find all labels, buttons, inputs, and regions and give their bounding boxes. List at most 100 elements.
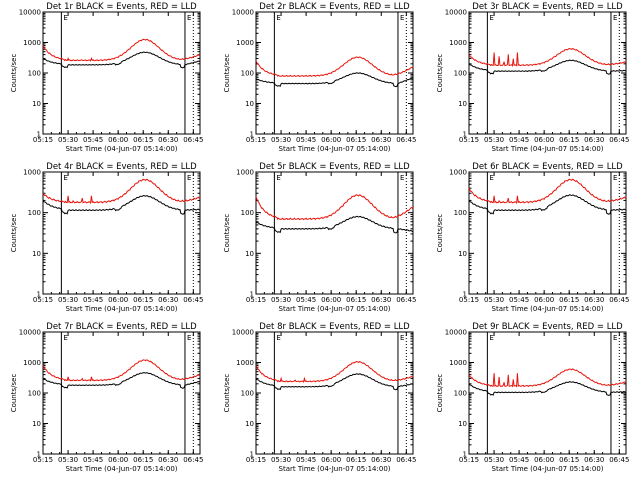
plot-frame (255, 331, 414, 455)
lld-series-line (42, 359, 201, 382)
x-tick-label: 06:00 (108, 136, 128, 144)
x-tick-label: 05:30 (271, 456, 291, 464)
y-tick-label: 1000 (236, 169, 254, 177)
y-axis-label: Counts/sec (436, 374, 444, 413)
lld-series-line (468, 368, 627, 388)
marker-flag: E (187, 14, 191, 22)
y-tick-label: 10 (245, 250, 254, 258)
plot-frame (255, 171, 414, 295)
events-series-line (468, 59, 626, 75)
x-tick-label: 05:15 (33, 296, 53, 304)
x-tick-label: 05:45 (296, 456, 316, 464)
x-tick-label: 06:15 (559, 296, 579, 304)
y-tick-label: 10000 (232, 329, 254, 337)
x-axis-label: Start Time (04-Jun-07 05:14:00) (492, 465, 604, 473)
x-tick-label: 05:15 (246, 136, 266, 144)
x-tick-label: 06:45 (396, 456, 416, 464)
events-series-line (42, 194, 201, 215)
y-tick-label: 10 (245, 420, 254, 428)
panel-title: Det 2r BLACK = Events, RED = LLD (259, 2, 410, 12)
marker-flag: E (63, 334, 67, 342)
plot-frame (42, 171, 201, 295)
y-tick-label: 100 (241, 70, 254, 78)
y-tick-label: 100 (28, 390, 41, 398)
marker-flag: E (400, 174, 404, 182)
x-tick-label: 05:30 (58, 296, 78, 304)
x-tick-label: 06:45 (183, 296, 203, 304)
x-axis-label: Start Time (04-Jun-07 05:14:00) (279, 465, 391, 473)
y-tick-label: 10000 (445, 9, 467, 17)
lld-series-line (468, 47, 627, 67)
y-tick-label: 1 (37, 451, 41, 459)
x-tick-label: 06:15 (346, 296, 366, 304)
y-tick-label: 100 (241, 209, 254, 217)
x-tick-label: 05:15 (459, 456, 479, 464)
plot-frame (255, 11, 414, 135)
y-tick-label: 1 (37, 131, 41, 139)
marker-flag: E (400, 334, 404, 342)
x-tick-label: 05:30 (271, 296, 291, 304)
x-tick-label: 06:15 (559, 136, 579, 144)
panel-title: Det 4r BLACK = Events, RED = LLD (46, 162, 197, 172)
marker-flag: E (400, 14, 404, 22)
x-tick-label: 06:15 (346, 456, 366, 464)
x-tick-label: 05:45 (83, 136, 103, 144)
y-tick-label: 10 (245, 100, 254, 108)
detector-panel-7: Det 7r BLACK = Events, RED = LLD 05:15 05:… (10, 322, 203, 473)
y-tick-label: 10 (32, 250, 41, 258)
y-tick-label: 1000 (23, 169, 41, 177)
lld-series-line (255, 194, 414, 221)
panel-title: Det 9r BLACK = Events, RED = LLD (472, 322, 623, 332)
marker-flag: E (276, 334, 280, 342)
x-tick-label: 06:00 (108, 456, 128, 464)
marker-flag: E (276, 14, 280, 22)
x-tick-label: 06:45 (396, 296, 416, 304)
panel-title: Det 7r BLACK = Events, RED = LLD (46, 322, 197, 332)
x-tick-label: 06:30 (584, 296, 604, 304)
y-tick-label: 10 (458, 250, 467, 258)
x-tick-label: 06:15 (133, 456, 153, 464)
x-tick-label: 05:30 (484, 456, 504, 464)
lld-series-line (468, 178, 627, 204)
detector-panel-3: Det 3r BLACK = Events, RED = LLD 05:15 05:… (436, 2, 629, 153)
x-tick-label: 06:30 (584, 456, 604, 464)
y-axis-label: Counts/sec (10, 374, 18, 413)
x-tick-label: 05:45 (83, 296, 103, 304)
x-tick-label: 06:15 (559, 456, 579, 464)
x-tick-label: 05:45 (296, 136, 316, 144)
x-tick-label: 06:15 (133, 136, 153, 144)
lld-series-line (42, 38, 201, 62)
x-tick-label: 05:45 (509, 456, 529, 464)
detector-panel-5: Det 5r BLACK = Events, RED = LLD 05:15 05:… (223, 162, 416, 313)
x-tick-label: 05:15 (33, 136, 53, 144)
x-tick-label: 06:45 (609, 296, 629, 304)
lld-series-line (255, 56, 414, 78)
x-tick-label: 06:00 (108, 296, 128, 304)
y-tick-label: 1000 (449, 169, 467, 177)
y-axis-label: Counts/sec (10, 214, 18, 253)
x-tick-label: 06:45 (183, 136, 203, 144)
y-tick-label: 1000 (449, 39, 467, 47)
marker-flag: E (63, 174, 67, 182)
detector-panel-2: Det 2r BLACK = Events, RED = LLD 05:15 05:… (223, 2, 416, 153)
x-tick-label: 05:30 (58, 136, 78, 144)
y-tick-label: 1000 (236, 39, 254, 47)
x-tick-label: 06:00 (321, 296, 341, 304)
marker-flag: E (613, 14, 617, 22)
y-tick-label: 100 (454, 209, 467, 217)
x-tick-label: 06:30 (371, 456, 391, 464)
x-tick-label: 05:15 (246, 296, 266, 304)
x-tick-label: 06:00 (534, 456, 554, 464)
x-tick-label: 06:30 (584, 136, 604, 144)
detector-panel-9: Det 9r BLACK = Events, RED = LLD 05:15 05:… (436, 322, 629, 473)
y-tick-label: 10 (32, 100, 41, 108)
panel-title: Det 5r BLACK = Events, RED = LLD (259, 162, 410, 172)
y-tick-label: 1 (250, 131, 254, 139)
x-tick-label: 06:45 (609, 456, 629, 464)
y-tick-label: 100 (454, 390, 467, 398)
plot-frame (42, 331, 201, 455)
plot-frame (42, 11, 201, 135)
y-axis-label: Counts/sec (436, 54, 444, 93)
x-tick-label: 05:45 (296, 296, 316, 304)
y-axis-label: Counts/sec (10, 54, 18, 93)
